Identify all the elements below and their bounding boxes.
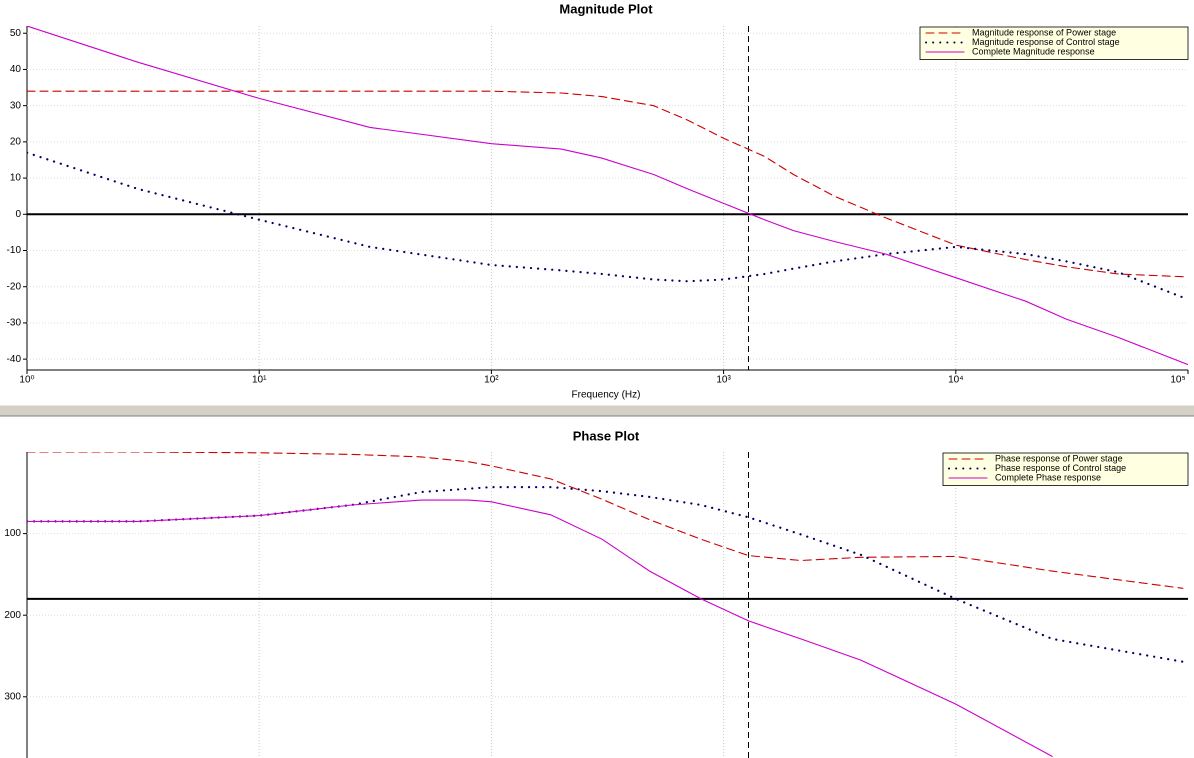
series-line bbox=[27, 26, 1188, 366]
chart-title: Magnitude Plot bbox=[559, 1, 653, 16]
series-line bbox=[27, 452, 1184, 589]
legend-text: Complete Phase response bbox=[995, 472, 1101, 482]
y-tick-label: 200 bbox=[4, 610, 21, 621]
y-tick-label: 40 bbox=[10, 64, 22, 75]
y-tick-label: 300 bbox=[4, 691, 21, 702]
series-line bbox=[27, 486, 1184, 663]
legend-text: Complete Magnitude response bbox=[972, 46, 1095, 56]
legend-text: Phase response of Control stage bbox=[995, 463, 1126, 473]
legend-box bbox=[942, 452, 1189, 486]
x-tick-label: 10⁰ bbox=[19, 375, 34, 386]
legend-box bbox=[919, 26, 1189, 60]
series-line bbox=[27, 151, 1188, 301]
y-tick-label: 0 bbox=[15, 209, 21, 220]
y-tick-label: 50 bbox=[10, 28, 22, 39]
series-line bbox=[27, 90, 1188, 278]
y-tick-label: -10 bbox=[7, 245, 22, 256]
series-line bbox=[27, 499, 1053, 757]
x-tick-label: 10⁴ bbox=[948, 375, 963, 386]
legend-text: Magnitude response of Power stage bbox=[972, 27, 1116, 37]
y-tick-label: -30 bbox=[7, 318, 22, 329]
legend-text: Magnitude response of Control stage bbox=[972, 37, 1120, 47]
x-tick-label: 10¹ bbox=[252, 375, 267, 386]
plot-area bbox=[27, 26, 1188, 370]
splitter bbox=[0, 405, 1194, 416]
y-tick-label: -20 bbox=[7, 281, 22, 292]
chart-title: Phase Plot bbox=[573, 428, 640, 443]
x-tick-label: 10² bbox=[484, 375, 499, 386]
y-tick-label: 30 bbox=[10, 100, 22, 111]
y-tick-label: 100 bbox=[4, 528, 21, 539]
x-tick-label: 10³ bbox=[716, 375, 731, 386]
plot-area bbox=[27, 452, 1188, 758]
y-tick-label: 10 bbox=[10, 173, 22, 184]
y-tick-label: 20 bbox=[10, 137, 22, 148]
x-axis-label: Frequency (Hz) bbox=[572, 390, 641, 401]
legend-text: Phase response of Power stage bbox=[995, 453, 1123, 463]
y-tick-label: -40 bbox=[7, 354, 22, 365]
x-tick-label: 10⁵ bbox=[1170, 375, 1185, 386]
